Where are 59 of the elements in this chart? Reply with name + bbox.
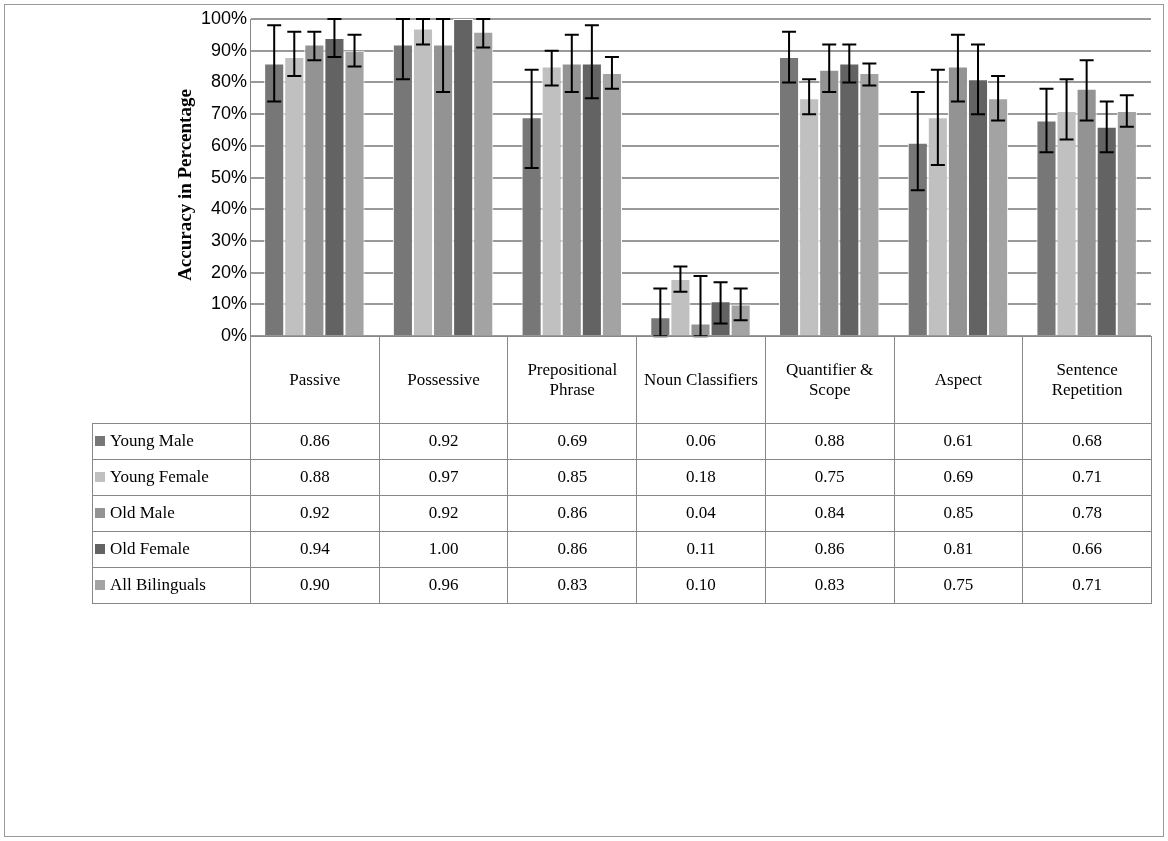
data-label: 0.83 — [765, 567, 895, 604]
y-tick-label: 20% — [210, 261, 247, 282]
data-label: 0.94 — [250, 531, 380, 568]
x-tick-label: Noun Classifiers — [636, 336, 766, 424]
legend-label: All Bilinguals — [92, 567, 251, 604]
x-tick-label: Sentence Repetition — [1022, 336, 1152, 424]
data-label: 0.18 — [636, 459, 766, 496]
y-tick-label: 50% — [210, 166, 247, 187]
y-tick-label: 70% — [210, 103, 247, 124]
data-label: 0.85 — [894, 495, 1023, 532]
x-tick-label: Possessive — [379, 336, 508, 424]
data-label: 0.61 — [894, 423, 1023, 460]
data-label: 0.85 — [507, 459, 637, 496]
y-tick-label: 10% — [210, 293, 247, 314]
y-tick-label: 80% — [210, 71, 247, 92]
y-tick-label: 0% — [220, 325, 247, 346]
data-label: 0.86 — [507, 531, 637, 568]
data-label: 0.97 — [379, 459, 508, 496]
data-label: 0.10 — [636, 567, 766, 604]
y-tick-label: 90% — [210, 39, 247, 60]
data-label: 0.84 — [765, 495, 895, 532]
data-label: 1.00 — [379, 531, 508, 568]
y-axis-title: Accuracy in Percentage — [174, 89, 196, 281]
data-label: 0.92 — [379, 423, 508, 460]
data-label: 0.96 — [379, 567, 508, 604]
legend-label: Old Male — [92, 495, 251, 532]
data-label: 0.86 — [507, 495, 637, 532]
data-label: 0.88 — [250, 459, 380, 496]
x-tick-label: Prepositional Phrase — [507, 336, 637, 424]
data-label: 0.71 — [1022, 459, 1152, 496]
data-label: 0.90 — [250, 567, 380, 604]
data-label: 0.68 — [1022, 423, 1152, 460]
data-label: 0.66 — [1022, 531, 1152, 568]
data-label: 0.69 — [507, 423, 637, 460]
y-tick-label: 30% — [210, 230, 247, 251]
data-label: 0.06 — [636, 423, 766, 460]
data-label: 0.88 — [765, 423, 895, 460]
legend-label: Old Female — [92, 531, 251, 568]
data-label: 0.75 — [765, 459, 895, 496]
x-tick-label: Aspect — [894, 336, 1023, 424]
legend-label: Young Male — [92, 423, 251, 460]
data-label: 0.71 — [1022, 567, 1152, 604]
y-tick-label: 100% — [200, 7, 247, 28]
x-tick-label: Quantifier & Scope — [765, 336, 895, 424]
data-label: 0.81 — [894, 531, 1023, 568]
data-label: 0.75 — [894, 567, 1023, 604]
data-label: 0.86 — [765, 531, 895, 568]
data-label: 0.69 — [894, 459, 1023, 496]
data-label: 0.11 — [636, 531, 766, 568]
legend-label: Young Female — [92, 459, 251, 496]
data-label: 0.04 — [636, 495, 766, 532]
data-label: 0.92 — [379, 495, 508, 532]
data-label: 0.78 — [1022, 495, 1152, 532]
x-tick-label: Passive — [250, 336, 380, 424]
y-tick-label: 60% — [210, 134, 247, 155]
y-tick-label: 40% — [210, 198, 247, 219]
data-label: 0.86 — [250, 423, 380, 460]
data-label: 0.92 — [250, 495, 380, 532]
data-label: 0.83 — [507, 567, 637, 604]
